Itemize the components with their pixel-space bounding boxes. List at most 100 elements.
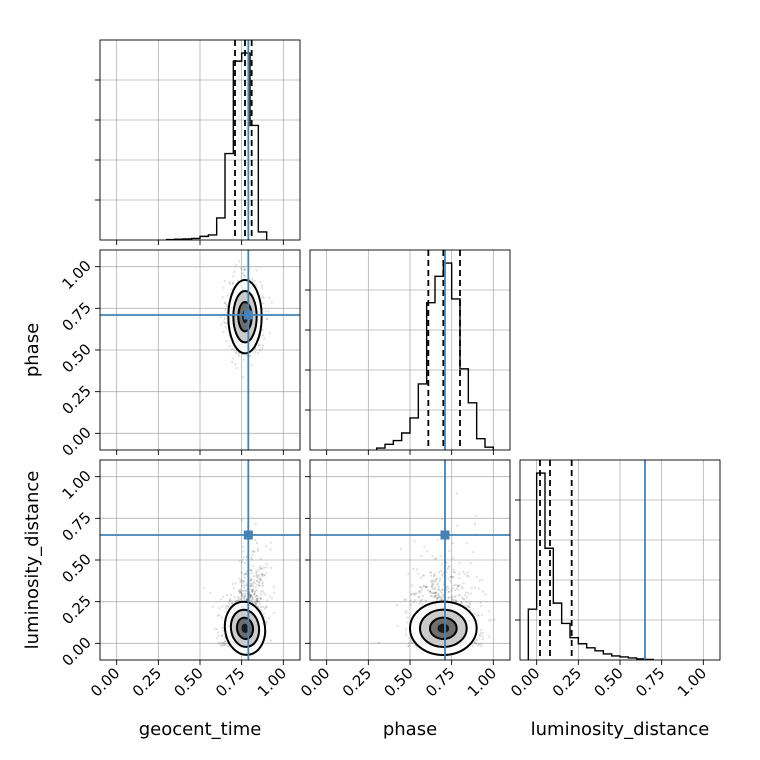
sample-point: [255, 597, 259, 600]
sample-point: [440, 563, 443, 566]
sample-point: [262, 302, 265, 305]
sample-point: [452, 576, 455, 579]
sample-point: [441, 596, 444, 599]
sample-point: [481, 638, 484, 641]
sample-point: [225, 605, 228, 608]
sample-point: [232, 274, 235, 278]
sample-point: [234, 582, 237, 585]
sample-point: [449, 596, 453, 599]
sample-point: [237, 352, 240, 355]
sample-point: [259, 590, 263, 593]
sample-point: [479, 629, 482, 632]
sample-point: [453, 596, 456, 599]
sample-point: [231, 282, 235, 285]
sample-point: [422, 574, 425, 578]
sample-point: [255, 573, 259, 576]
sample-point: [411, 641, 414, 645]
sample-point: [480, 645, 483, 648]
sample-point: [404, 628, 408, 631]
sample-point: [219, 316, 222, 319]
sample-point: [435, 599, 438, 602]
sample-point: [487, 610, 490, 613]
sample-point: [255, 600, 258, 603]
sample-point: [243, 589, 246, 592]
sample-point: [441, 518, 444, 521]
sample-point: [257, 344, 260, 347]
sample-point: [250, 364, 253, 367]
sample-point: [251, 597, 255, 601]
sample-point: [265, 571, 268, 574]
sample-point: [476, 614, 479, 617]
sample-point: [259, 579, 263, 582]
y-tick-label: 0.00: [58, 633, 94, 669]
sample-point: [264, 593, 267, 596]
sample-point: [230, 347, 234, 351]
sample-point: [462, 582, 465, 585]
sample-point: [432, 582, 435, 585]
sample-point: [415, 592, 418, 595]
sample-point: [462, 598, 465, 601]
sample-point: [244, 573, 247, 576]
sample-point: [260, 609, 263, 612]
sample-point: [438, 595, 442, 598]
panel-phase-phase: [305, 249, 511, 455]
sample-point: [439, 589, 442, 592]
sample-point: [256, 583, 259, 586]
panel-frame: [99, 249, 301, 451]
sample-point: [256, 605, 260, 608]
sample-point: [242, 274, 246, 277]
sample-point: [245, 584, 248, 587]
sample-point: [249, 594, 252, 597]
sample-point: [251, 596, 254, 599]
sample-point: [261, 347, 264, 350]
sample-point: [435, 591, 438, 594]
sample-point: [270, 597, 274, 600]
sample-point: [434, 591, 438, 595]
sample-point: [445, 588, 448, 592]
sample-point: [216, 614, 219, 618]
sample-point: [258, 580, 261, 583]
y-tick-label: 1.00: [58, 257, 94, 293]
sample-point: [420, 576, 423, 579]
sample-point: [237, 590, 240, 593]
sample-point: [473, 641, 476, 644]
sample-point: [450, 589, 453, 592]
sample-point: [407, 644, 410, 647]
sample-point: [455, 599, 458, 602]
sample-point: [406, 621, 409, 624]
sample-point: [250, 589, 254, 593]
panel-content: [100, 250, 300, 450]
sample-point: [425, 585, 428, 589]
y-tick-label: 0.50: [58, 550, 94, 586]
sample-point: [252, 581, 255, 584]
sample-point: [432, 591, 435, 594]
sample-point: [430, 594, 433, 598]
sample-point: [262, 334, 265, 337]
sample-point: [213, 627, 216, 631]
sample-point: [437, 596, 440, 599]
sample-point: [266, 599, 269, 602]
sample-point: [436, 597, 439, 600]
sample-point: [479, 601, 482, 604]
sample-point: [432, 592, 436, 595]
sample-point: [457, 584, 460, 587]
sample-point: [449, 575, 452, 578]
sample-point: [242, 266, 245, 269]
sample-point: [252, 592, 256, 595]
sample-point: [220, 644, 223, 647]
sample-point: [239, 580, 242, 583]
sample-point: [222, 286, 225, 289]
sample-point: [222, 641, 225, 644]
sample-point: [428, 590, 431, 593]
sample-point: [433, 588, 436, 591]
sample-point: [466, 591, 470, 595]
sample-point: [263, 574, 266, 577]
sample-point: [249, 596, 252, 599]
sample-point: [239, 591, 243, 594]
sample-point: [258, 577, 261, 580]
sample-point: [250, 556, 253, 559]
sample-point: [458, 561, 461, 564]
sample-point: [407, 572, 410, 576]
sample-point: [223, 643, 226, 647]
sample-point: [220, 323, 223, 326]
